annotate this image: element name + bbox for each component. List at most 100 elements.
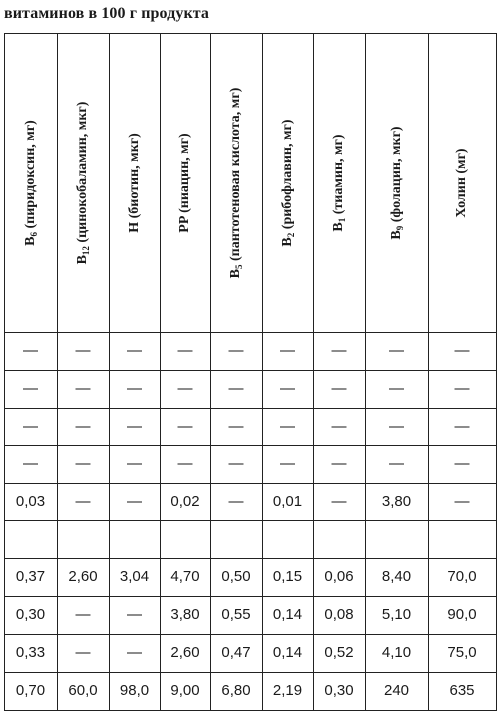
table-cell: 3,04 xyxy=(119,568,150,585)
table-cell: 0,14 xyxy=(272,606,303,623)
table-cell: — xyxy=(75,380,91,397)
column-header-label: B2 (рибофлавин, мг) xyxy=(280,119,296,246)
column-header-rest: (пиридоксин, мг) xyxy=(22,120,38,233)
table-cell: 98,0 xyxy=(119,682,150,699)
table-cell: 90,0 xyxy=(447,606,477,623)
column-header-label: PP (ниацин, мг) xyxy=(177,133,193,232)
table-vertical-rule xyxy=(109,33,110,711)
table-cell: — xyxy=(127,380,142,397)
column-header-main: PP (ниацин, мг) xyxy=(177,133,192,233)
table-cell: 4,70 xyxy=(170,568,200,585)
column-header-label: B6 (пиридоксин, мг) xyxy=(23,120,39,246)
table-cell: — xyxy=(331,493,347,510)
table-cell: — xyxy=(280,455,295,472)
table-cell: — xyxy=(23,418,38,435)
table-cell: 0,14 xyxy=(272,644,303,661)
table-horizontal-rule xyxy=(4,408,497,409)
table-cell: — xyxy=(280,342,295,359)
table-vertical-rule xyxy=(428,33,429,711)
column-header-main: B xyxy=(22,236,38,246)
table-cell: 75,0 xyxy=(447,644,477,661)
table-horizontal-rule xyxy=(4,520,497,521)
table-cell: 0,70 xyxy=(15,682,46,699)
table-horizontal-rule xyxy=(4,445,497,446)
column-header-subscript: 12 xyxy=(81,246,91,256)
table-horizontal-rule xyxy=(4,370,497,371)
column-header: H (биотин, мкг) xyxy=(109,34,160,332)
column-header-label: B1 (тиамин, мг) xyxy=(331,134,347,231)
column-header: PP (ниацин, мг) xyxy=(160,34,210,332)
table-vertical-rule xyxy=(313,33,314,711)
column-header-main: Холин (мг) xyxy=(454,148,469,218)
table-cell: — xyxy=(75,493,91,510)
table-vertical-rule xyxy=(210,33,211,711)
table-cell: 8,40 xyxy=(381,568,412,585)
column-header-main: B xyxy=(279,237,295,247)
table-cell: — xyxy=(454,418,470,435)
table-horizontal-rule xyxy=(4,332,497,333)
table-vertical-rule xyxy=(365,33,366,711)
table-cell: — xyxy=(177,418,193,435)
table-cell: — xyxy=(331,342,347,359)
table-cell: 70,0 xyxy=(447,568,477,585)
column-header-main: B xyxy=(75,255,90,265)
table-cell: — xyxy=(177,455,193,472)
table-cell: 3,80 xyxy=(170,606,200,623)
table-cell: 4,10 xyxy=(381,644,412,661)
table-cell: — xyxy=(75,644,91,661)
table-cell: — xyxy=(127,606,142,623)
table-cell: — xyxy=(389,380,404,397)
table-cell: — xyxy=(177,342,193,359)
table-vertical-rule xyxy=(57,33,58,711)
table-cell: — xyxy=(454,380,470,397)
table-cell: 0,52 xyxy=(324,644,354,661)
column-header-subscript: 6 xyxy=(28,232,39,237)
table-cell: — xyxy=(228,380,244,397)
table-cell: — xyxy=(280,418,295,435)
column-header: Холин (мг) xyxy=(428,34,496,332)
table-horizontal-rule xyxy=(4,596,497,597)
table-cell: — xyxy=(389,342,404,359)
table-cell: 2,60 xyxy=(68,568,98,585)
column-header-rest: (пантотеновая кислота, мг) xyxy=(228,87,243,265)
column-header-label: B5 (пантотеновая кислота, мг) xyxy=(228,88,244,279)
table-cell: — xyxy=(454,493,470,510)
table-cell: 0,37 xyxy=(15,568,46,585)
table-cell: 2,60 xyxy=(170,644,200,661)
table-vertical-rule xyxy=(496,33,497,711)
column-header-rest: (тиамин, мг) xyxy=(331,134,346,218)
table-cell: 0,02 xyxy=(170,493,200,510)
table-cell: 0,50 xyxy=(221,568,251,585)
column-header: B1 (тиамин, мг) xyxy=(313,34,365,332)
column-header: B12 (цинокобаламин, мкг) xyxy=(57,34,109,332)
table-cell: 6,80 xyxy=(221,682,251,699)
table-vertical-rule xyxy=(262,33,263,711)
table-cell: — xyxy=(331,380,347,397)
table-cell: 0,33 xyxy=(15,644,46,661)
table-cell: 0,55 xyxy=(221,606,251,623)
table-cell: 0,06 xyxy=(324,568,354,585)
table-cell: — xyxy=(331,418,347,435)
column-header-main: H (биотин, мкг) xyxy=(126,133,142,233)
table-cell: 0,47 xyxy=(221,644,251,661)
table-cell: 2,19 xyxy=(272,682,303,699)
column-header: B9 (фолацин, мкг) xyxy=(365,34,428,332)
table-cell: — xyxy=(389,455,404,472)
table-cell: — xyxy=(75,418,91,435)
table-cell: — xyxy=(75,342,91,359)
table-cell: 0,01 xyxy=(272,493,303,510)
column-header-subscript: 1 xyxy=(337,217,347,223)
table-cell: — xyxy=(127,418,142,435)
table-cell: — xyxy=(228,455,244,472)
table-title: витаминов в 100 г продукта xyxy=(4,5,210,22)
table-cell: — xyxy=(228,418,244,435)
column-header-subscript: 9 xyxy=(394,225,405,231)
column-header-rest: (цинокобаламин, мкг) xyxy=(75,101,90,247)
table-cell: — xyxy=(23,342,38,359)
table-cell: — xyxy=(389,418,404,435)
column-header-rest: (фолацин, мкг) xyxy=(388,126,404,226)
column-header-label: B9 (фолацин, мкг) xyxy=(389,126,405,239)
table-cell: 635 xyxy=(449,682,475,699)
table-horizontal-rule xyxy=(4,710,497,711)
table-cell: 240 xyxy=(383,682,410,699)
